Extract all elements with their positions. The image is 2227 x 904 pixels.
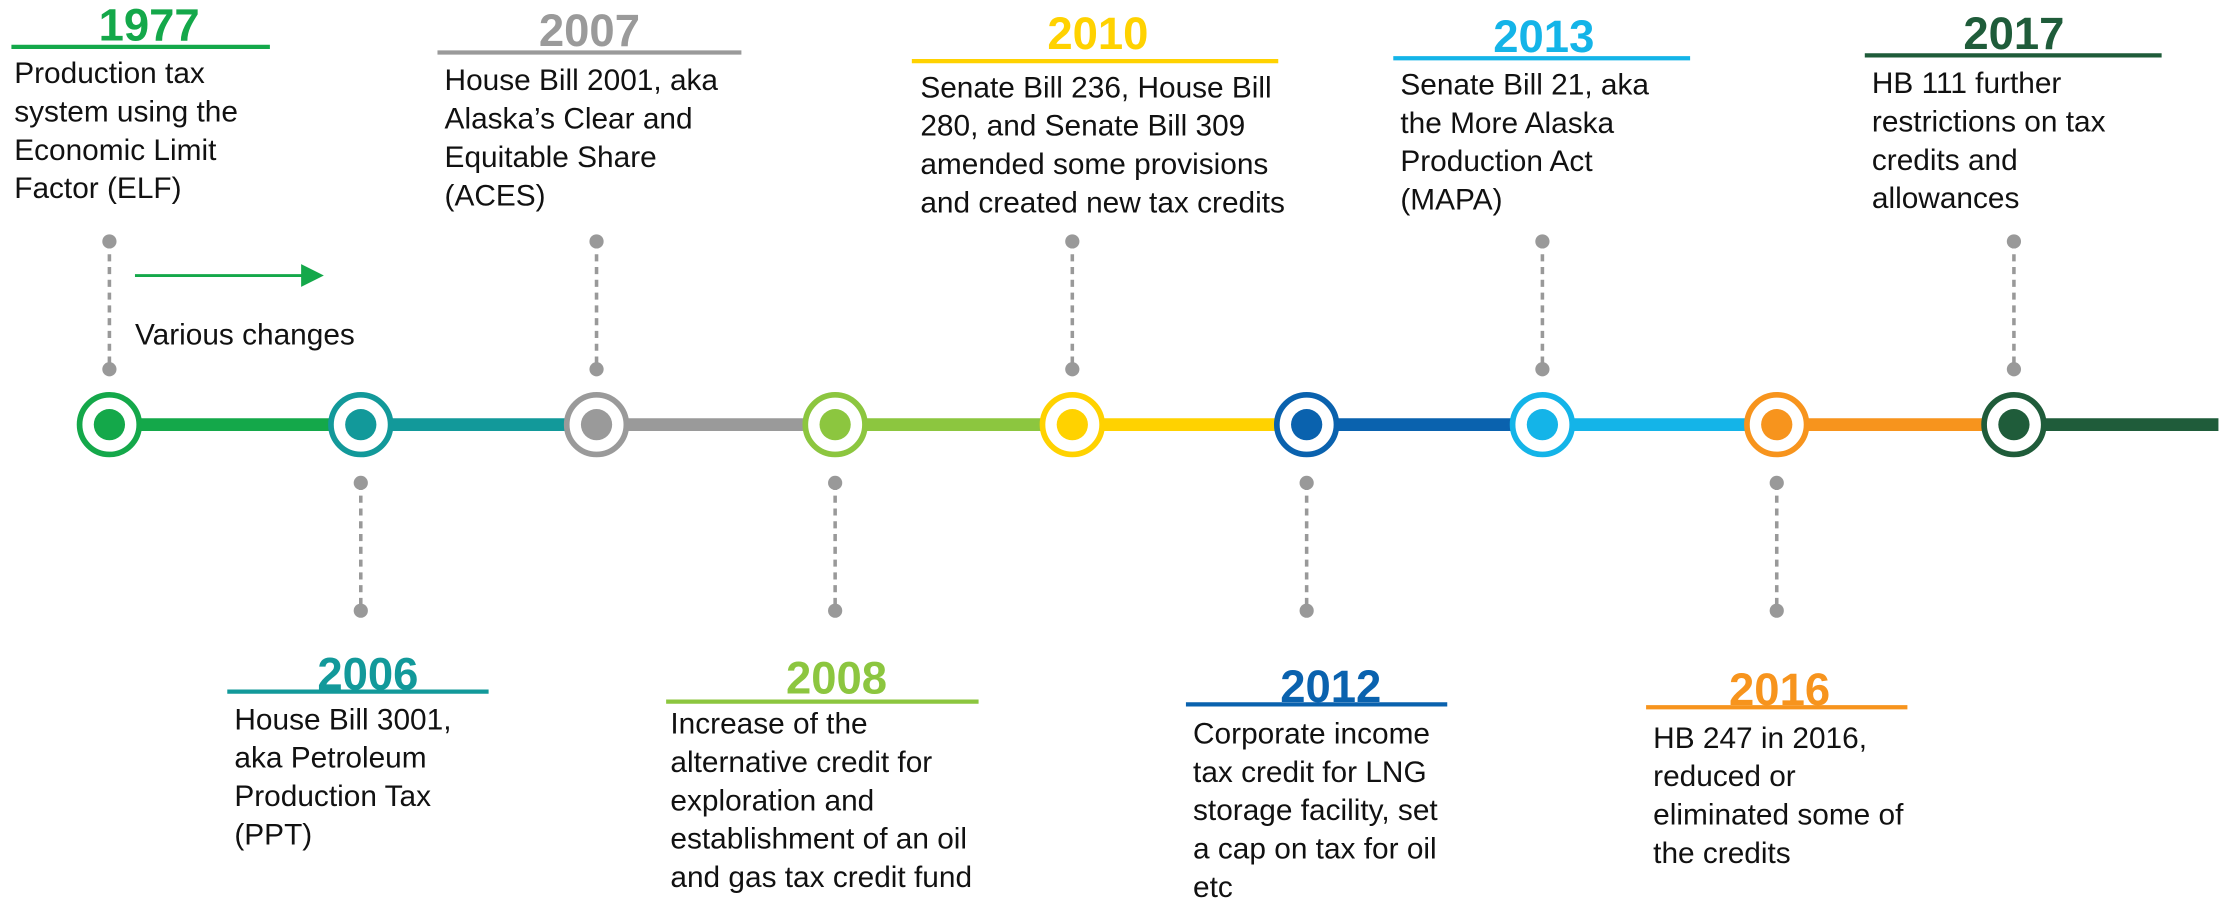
connector-dot (353, 603, 368, 618)
connector-dot (2006, 362, 2022, 377)
event-text: House Bill 3001, (234, 703, 451, 736)
event-text: and created new tax credits (920, 186, 1285, 219)
event-year: 2007 (539, 5, 640, 56)
connector-dot (1065, 362, 1080, 377)
event-text: (ACES) (445, 179, 546, 212)
event-text: (MAPA) (1400, 184, 1502, 217)
connector-dot (589, 362, 604, 377)
event-text: Increase of the (670, 708, 867, 741)
event-text: Factor (ELF) (14, 172, 181, 205)
event-text: Corporate income (1193, 718, 1430, 751)
node-core (345, 409, 377, 441)
node-core (1291, 409, 1323, 441)
node-core (93, 409, 126, 441)
annotation: Various changes (135, 318, 355, 351)
node-core (1998, 409, 2030, 441)
node-core (580, 409, 613, 441)
event-text: Economic Limit (14, 134, 217, 167)
connector-dot (1535, 362, 1550, 377)
event-text: exploration and (670, 784, 874, 817)
event-text: 280, and Senate Bill 309 (920, 110, 1245, 143)
event-year: 2010 (1047, 8, 1148, 59)
event-text: Equitable Share (445, 141, 657, 174)
event-text: establishment of an oil (670, 823, 967, 856)
node-core (1056, 409, 1088, 441)
connector-dot (828, 603, 843, 618)
node-core (819, 409, 851, 441)
event-text: the More Alaska (1400, 107, 1614, 140)
event-text: reduced or (1653, 760, 1796, 793)
connector-dot (1065, 234, 1080, 249)
event-text: aka Petroleum (234, 742, 426, 775)
event-text: system using the (14, 95, 238, 128)
event-text: (PPT) (234, 818, 312, 851)
event-year: 2017 (1963, 8, 2064, 59)
event-text: a cap on tax for oil (1193, 833, 1437, 866)
connector-dot (102, 362, 117, 377)
event-text: Senate Bill 21, aka (1400, 69, 1649, 102)
connector-dot (1299, 603, 1314, 618)
event-text: Alaska’s Clear and (445, 103, 693, 136)
event-text: tax credit for LNG (1193, 756, 1427, 789)
connector-dot (353, 475, 368, 490)
event-text: the credits (1653, 837, 1791, 870)
event-text: Production Tax (234, 780, 431, 813)
connector-dot (1299, 475, 1314, 490)
connector-dot (1769, 603, 1784, 618)
event-text: credits and (1872, 144, 2018, 177)
event-text: allowances (1872, 182, 2020, 215)
event-text: eliminated some of (1653, 799, 1904, 832)
connector-dot (2006, 234, 2022, 249)
event-text: restrictions on tax (1872, 105, 2106, 138)
event-text: Production tax (14, 57, 205, 90)
event-text: etc (1193, 871, 1233, 899)
node-core (1761, 409, 1793, 441)
node-core (1526, 409, 1559, 441)
event-text: HB 111 further (1872, 67, 2062, 100)
event-year: 2008 (786, 653, 887, 704)
connector-dot (828, 475, 843, 490)
connector-dot (589, 234, 604, 249)
event-text: House Bill 2001, aka (445, 64, 719, 97)
event-year: 1977 (99, 0, 200, 50)
connector-dot (1769, 475, 1784, 490)
event-text: HB 247 in 2016, (1653, 722, 1867, 755)
connector-dot (1535, 234, 1550, 249)
event-year: 2013 (1493, 11, 1594, 62)
event-text: alternative credit for (670, 746, 932, 779)
event-text: Production Act (1400, 145, 1593, 178)
event-text: storage facility, set (1193, 794, 1438, 827)
event-text: amended some provisions (920, 148, 1268, 181)
connector-dot (102, 234, 117, 249)
event-text: and gas tax credit fund (670, 861, 972, 894)
event-text: Senate Bill 236, House Bill (920, 71, 1271, 104)
